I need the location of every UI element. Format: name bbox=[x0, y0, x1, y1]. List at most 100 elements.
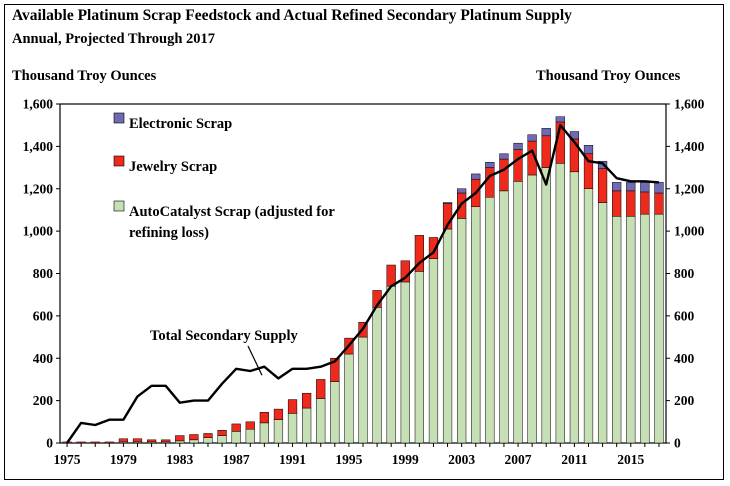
bar-autocatalyst-2010 bbox=[555, 163, 565, 444]
bar-autocatalyst-1987 bbox=[231, 431, 241, 444]
bar-electronic-2014 bbox=[612, 182, 622, 192]
x-tick-label-2007: 2007 bbox=[505, 452, 532, 467]
y-tick-label-left: 1,000 bbox=[23, 224, 54, 239]
annotation-total-secondary-supply: Total Secondary Supply bbox=[150, 328, 298, 344]
bar-jewelry-1992 bbox=[302, 392, 312, 409]
bar-electronic-2010 bbox=[555, 116, 565, 123]
bar-jewelry-2009 bbox=[541, 135, 551, 168]
y-tick-label-left: 200 bbox=[33, 393, 54, 408]
bar-jewelry-1989 bbox=[259, 412, 269, 424]
bar-jewelry-2000 bbox=[414, 235, 424, 272]
bar-electronic-2004 bbox=[471, 173, 481, 180]
bar-electronic-2003 bbox=[457, 188, 467, 194]
bar-jewelry-1993 bbox=[316, 379, 326, 399]
y-tick-label-right: 600 bbox=[674, 308, 695, 323]
bar-jewelry-2005 bbox=[485, 167, 495, 198]
bar-autocatalyst-1984 bbox=[189, 439, 199, 444]
bar-jewelry-2017 bbox=[654, 192, 664, 215]
bar-jewelry-2016 bbox=[640, 191, 650, 215]
legend-label-autocatalyst-line2: refining loss) bbox=[129, 225, 209, 241]
bar-jewelry-1987 bbox=[231, 423, 241, 432]
bar-jewelry-2007 bbox=[513, 149, 523, 182]
bar-electronic-2016 bbox=[640, 182, 650, 193]
bar-autocatalyst-2007 bbox=[513, 181, 523, 444]
y-tick-label-right: 200 bbox=[674, 393, 695, 408]
y-tick-label-right: 1,000 bbox=[674, 224, 705, 239]
bar-autocatalyst-1994 bbox=[330, 381, 340, 444]
y-tick-label-right: 0 bbox=[674, 436, 681, 451]
bar-jewelry-1984 bbox=[189, 434, 199, 441]
bar-autocatalyst-1993 bbox=[316, 398, 326, 444]
bar-jewelry-1979 bbox=[118, 438, 129, 443]
bar-jewelry-1994 bbox=[330, 358, 340, 382]
bar-electronic-2015 bbox=[626, 182, 636, 192]
bar-autocatalyst-1998 bbox=[386, 285, 396, 444]
bar-jewelry-2006 bbox=[499, 158, 509, 192]
y-axis-label-right: Thousand Troy Ounces bbox=[536, 68, 681, 84]
bar-jewelry-1982 bbox=[161, 439, 171, 443]
bar-autocatalyst-1997 bbox=[372, 307, 382, 444]
bar-electronic-2007 bbox=[513, 142, 523, 150]
chart-title: Available Platinum Scrap Feedstock and A… bbox=[12, 7, 572, 24]
bar-jewelry-1976 bbox=[76, 441, 86, 444]
legend-label-autocatalyst: AutoCatalyst Scrap (adjusted for bbox=[129, 204, 335, 220]
x-tick-label-1979: 1979 bbox=[110, 452, 137, 467]
y-tick-label-left: 800 bbox=[33, 266, 54, 281]
legend-label-jewelry: Jewelry Scrap bbox=[129, 159, 217, 175]
bar-electronic-2009 bbox=[541, 128, 551, 137]
y-tick-label-right: 800 bbox=[674, 266, 695, 281]
bar-autocatalyst-1990 bbox=[273, 419, 284, 444]
y-tick-label-left: 400 bbox=[33, 351, 54, 366]
y-tick-label-right: 1,400 bbox=[674, 139, 705, 154]
bar-jewelry-1986 bbox=[217, 430, 227, 436]
bar-jewelry-2014 bbox=[612, 190, 622, 217]
bar-autocatalyst-2013 bbox=[597, 202, 608, 444]
bar-jewelry-1999 bbox=[400, 260, 410, 283]
y-tick-label-left: 0 bbox=[46, 436, 53, 451]
y-tick-label-right: 1,600 bbox=[674, 97, 705, 112]
bar-autocatalyst-1992 bbox=[302, 407, 312, 444]
bar-autocatalyst-1989 bbox=[259, 422, 269, 444]
bar-autocatalyst-2015 bbox=[626, 216, 636, 444]
x-tick-label-2011: 2011 bbox=[561, 452, 588, 467]
x-tick-label-1975: 1975 bbox=[54, 452, 81, 467]
legend-swatch bbox=[113, 200, 125, 212]
bar-jewelry-1991 bbox=[287, 399, 298, 414]
bar-jewelry-1988 bbox=[245, 421, 255, 430]
bar-jewelry-1981 bbox=[146, 439, 157, 443]
bar-autocatalyst-1985 bbox=[203, 437, 213, 444]
bar-jewelry-1977 bbox=[90, 441, 100, 444]
y-tick-label-left: 1,400 bbox=[23, 139, 54, 154]
bar-jewelry-2001 bbox=[428, 237, 439, 259]
y-tick-label-right: 400 bbox=[674, 351, 695, 366]
bar-autocatalyst-2001 bbox=[428, 258, 439, 444]
bar-autocatalyst-2004 bbox=[471, 206, 481, 444]
bar-autocatalyst-2003 bbox=[457, 218, 467, 444]
total-secondary-supply-line bbox=[66, 123, 660, 444]
y-tick-label-right: 1,200 bbox=[674, 181, 705, 196]
bar-autocatalyst-1995 bbox=[344, 353, 354, 444]
y-tick-label-left: 1,600 bbox=[23, 97, 54, 112]
bar-autocatalyst-2016 bbox=[640, 213, 650, 444]
y-tick-label-left: 600 bbox=[33, 308, 54, 323]
bar-autocatalyst-2006 bbox=[499, 190, 509, 444]
bar-autocatalyst-1999 bbox=[400, 281, 410, 444]
bar-jewelry-2013 bbox=[597, 168, 608, 203]
bar-autocatalyst-1991 bbox=[287, 413, 298, 444]
bar-electronic-2017 bbox=[654, 182, 664, 194]
bar-jewelry-2015 bbox=[626, 190, 636, 217]
bar-electronic-2008 bbox=[527, 134, 537, 142]
annotation-arrow bbox=[247, 345, 263, 376]
x-tick-label-1991: 1991 bbox=[279, 452, 306, 467]
bar-autocatalyst-2005 bbox=[485, 196, 495, 444]
bar-jewelry-1985 bbox=[203, 433, 213, 438]
bar-electronic-2005 bbox=[485, 162, 495, 168]
bar-jewelry-1990 bbox=[273, 408, 284, 420]
bar-autocatalyst-2002 bbox=[442, 228, 453, 444]
bar-jewelry-1978 bbox=[104, 441, 114, 444]
bar-autocatalyst-1988 bbox=[245, 428, 255, 444]
bar-autocatalyst-2011 bbox=[569, 171, 580, 444]
x-tick-label-2015: 2015 bbox=[617, 452, 644, 467]
bar-autocatalyst-2017 bbox=[654, 213, 664, 444]
